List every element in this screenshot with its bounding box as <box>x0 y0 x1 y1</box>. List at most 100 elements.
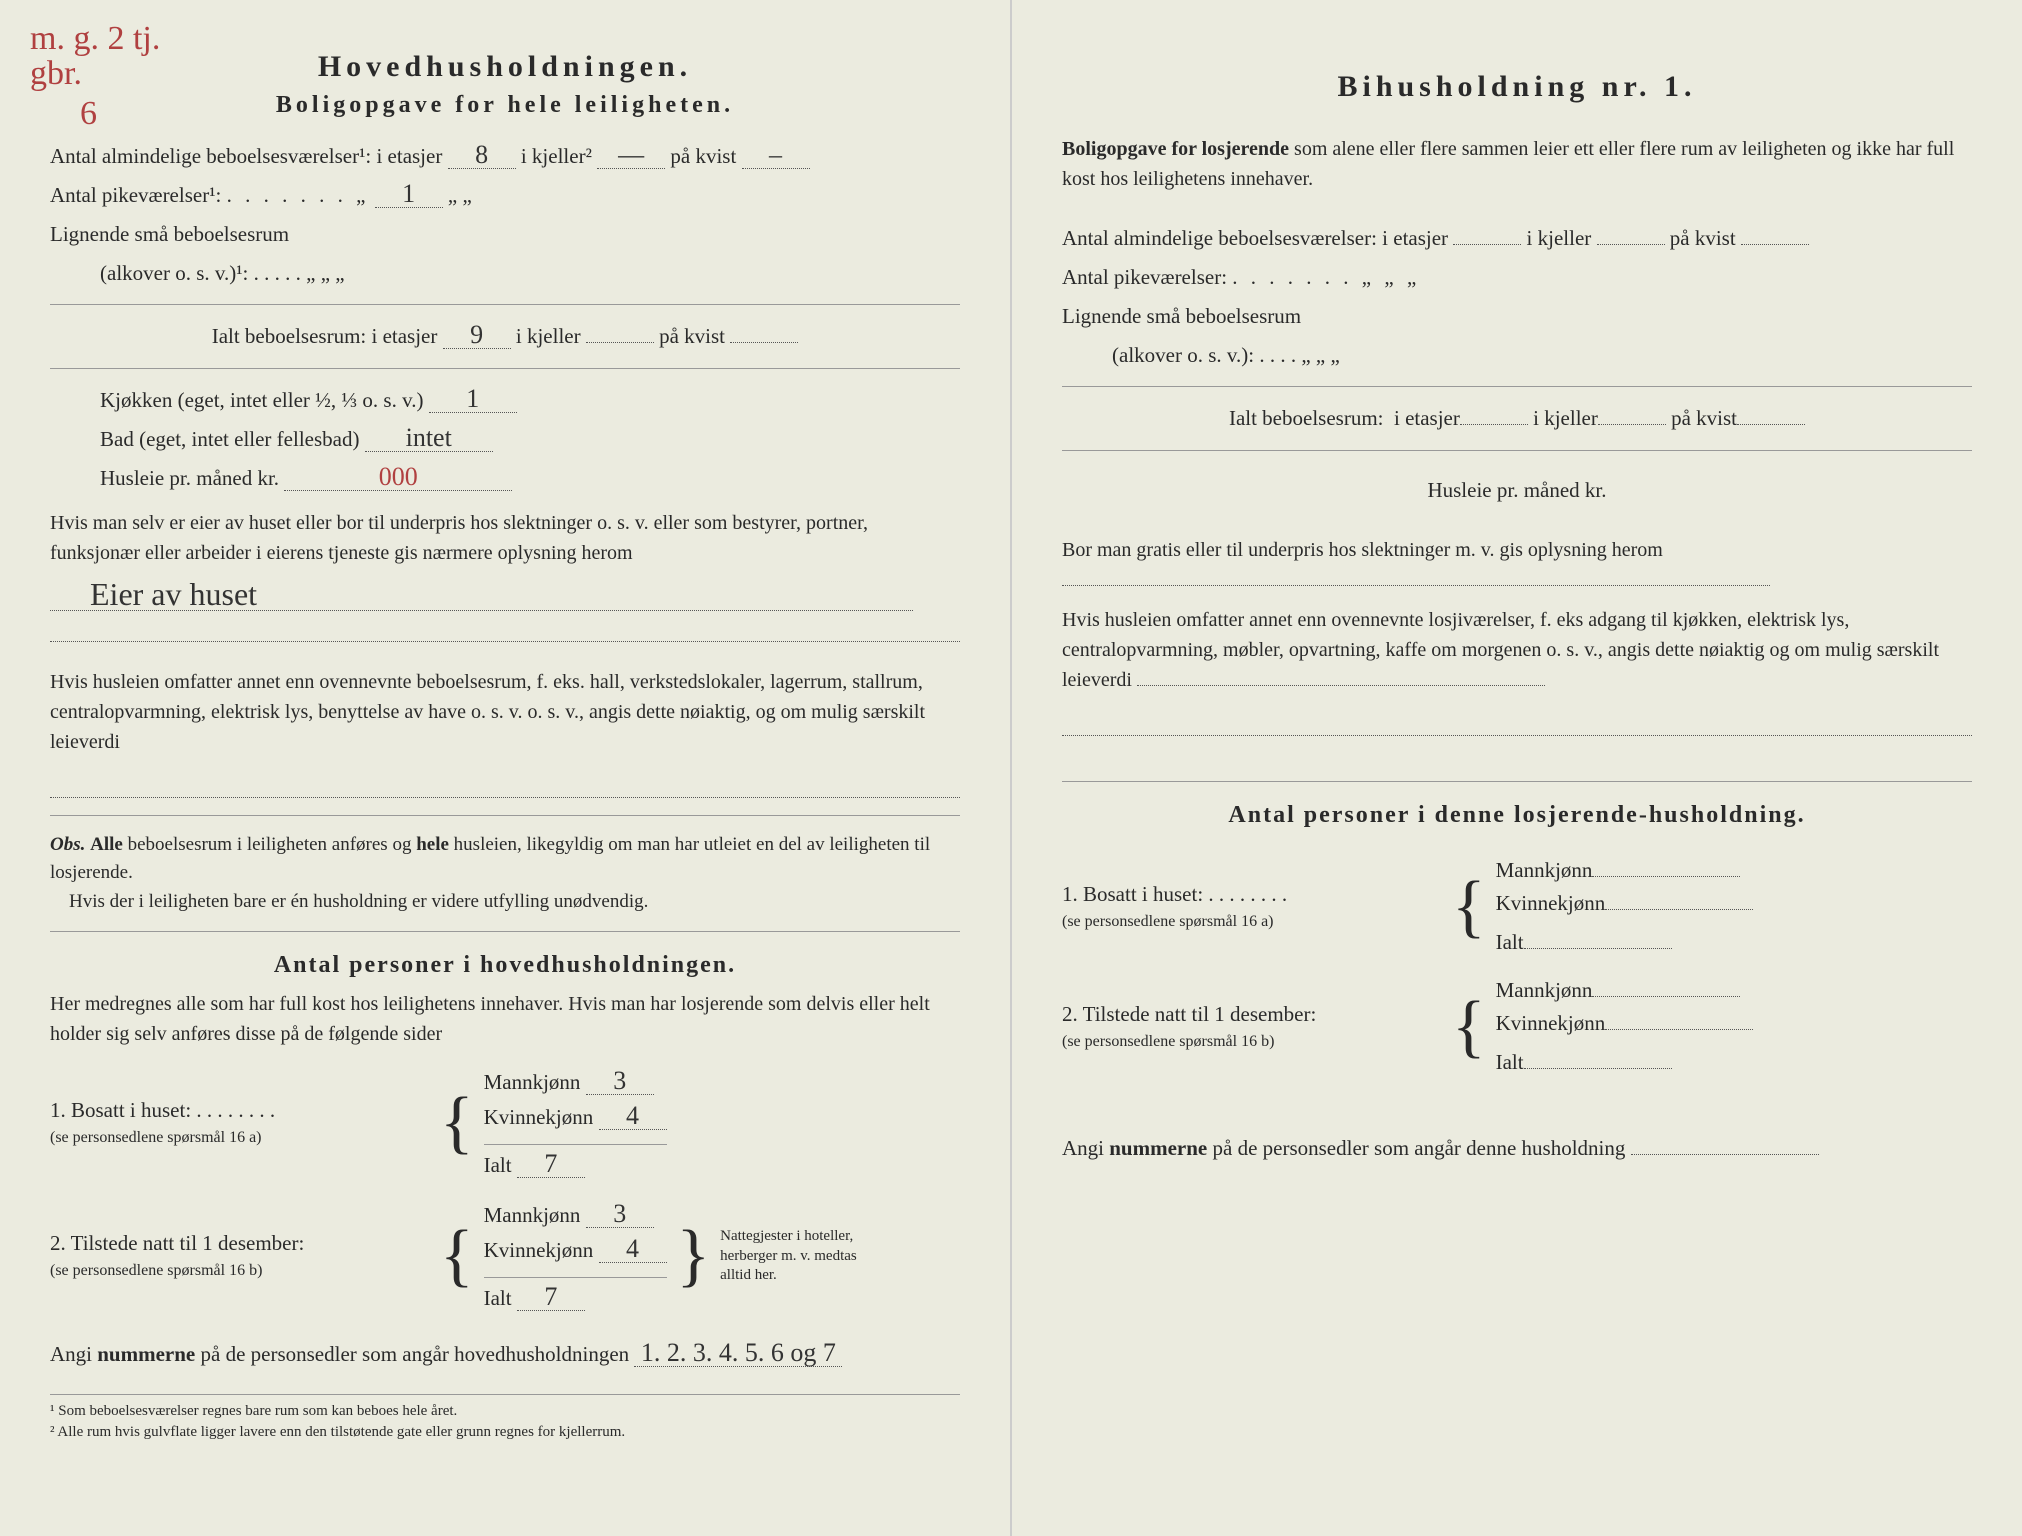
line-kitchen: Kjøkken (eget, intet eller ½, ⅓ o. s. v.… <box>100 381 960 420</box>
label: Ialt <box>1496 930 1524 954</box>
line-rent: Husleie pr. måned kr. 000 <box>100 459 960 498</box>
r-line-rent: Husleie pr. måned kr. <box>1062 471 1972 510</box>
value: 1 <box>429 386 517 413</box>
blank <box>730 342 798 343</box>
blank <box>1598 424 1666 425</box>
label: Husleie pr. måned kr. <box>100 466 279 490</box>
r-line-pike: Antal pikeværelser: . . . . . . . „ „ „ <box>1062 258 1972 297</box>
blank <box>1605 909 1753 910</box>
line-rooms: Antal almindelige beboelsesværelser¹: i … <box>50 137 960 176</box>
line-total-rooms: Ialt beboelsesrum: i etasjer 9 i kjeller… <box>50 317 960 356</box>
right-page: Bihusholdning nr. 1. Boligopgave for los… <box>1011 0 2022 1536</box>
divider <box>50 815 960 816</box>
sub: (se personsedlene spørsmål 16 a) <box>1062 913 1274 930</box>
right-intro: Boligopgave for losjerende som alene ell… <box>1062 134 1972 194</box>
footnote-1: ¹ Som beboelsesværelser regnes bare rum … <box>50 1401 960 1422</box>
blank <box>1453 244 1521 245</box>
value-kvist: – <box>742 142 810 169</box>
blank <box>586 342 654 343</box>
left-page: m. g. 2 tj. gbr. 6 Hovedhusholdningen. B… <box>0 0 1011 1536</box>
label: Ialt <box>484 1153 512 1177</box>
r-line-alkover: (alkover o. s. v.): . . . . „ „ „ <box>1112 336 1972 375</box>
blank <box>1741 244 1809 245</box>
text: Bor man gratis eller til underpris hos s… <box>1062 539 1663 561</box>
label: (alkover o. s. v.)¹: . . . . . „ <box>100 261 315 285</box>
line-pike: Antal pikeværelser¹: . . . . . . . „ 1 „… <box>50 176 960 215</box>
blank-line <box>50 611 960 642</box>
text: Hvis husleien omfatter annet enn ovennev… <box>1062 609 1939 691</box>
value: 1. 2. 3. 4. 5. 6 og 7 <box>634 1340 842 1367</box>
value-m: 3 <box>586 1201 654 1228</box>
divider <box>50 304 960 305</box>
hand-note-3: 6 <box>80 95 97 133</box>
num: 1. <box>50 1098 66 1122</box>
left-title: Hovedhusholdningen. <box>50 50 960 84</box>
label: i kjeller² <box>521 144 592 168</box>
blank <box>1631 1154 1819 1155</box>
r-line-total: Ialt beboelsesrum: i etasjer i kjeller p… <box>1062 399 1972 438</box>
value-m: 3 <box>586 1068 654 1095</box>
label: Antal almindelige beboelsesværelser: i e… <box>1062 226 1448 250</box>
blank <box>1592 996 1740 997</box>
section-persons-title: Antal personer i hovedhusholdningen. <box>50 952 960 979</box>
section-persons-sub: Her medregnes alle som har full kost hos… <box>50 989 960 1049</box>
label: Ialt <box>1496 1050 1524 1074</box>
hand-note-2: gbr. <box>30 55 82 93</box>
r-para1: Bor man gratis eller til underpris hos s… <box>1062 535 1972 595</box>
label: Tilstede natt til 1 desember: <box>71 1231 305 1255</box>
label: Mannkjønn <box>1496 858 1593 882</box>
value-etasjer: 8 <box>448 142 516 169</box>
para-owner-value: Eier av huset <box>50 578 913 611</box>
para-rent-details: Hvis husleien omfatter annet enn ovennev… <box>50 667 960 757</box>
brace-icon: { <box>440 1088 474 1158</box>
value-t: 7 <box>517 1284 585 1311</box>
label: Mannkjønn <box>484 1203 581 1227</box>
r-section-title: Antal personer i denne losjerende-hushol… <box>1062 802 1972 829</box>
label: i kjeller <box>1527 226 1592 250</box>
para-owner: Hvis man selv er eier av huset eller bor… <box>50 508 960 568</box>
brace-icon: { <box>1452 872 1486 942</box>
r-persons-row-2: 2. Tilstede natt til 1 desember: (se per… <box>1062 974 1972 1079</box>
brace-icon: } <box>677 1221 711 1291</box>
label: Kvinnekjønn <box>484 1238 594 1262</box>
label: på kvist <box>659 324 725 348</box>
r-line-rooms: Antal almindelige beboelsesværelser: i e… <box>1062 219 1972 258</box>
value-kjeller: — <box>597 142 665 169</box>
label: Antal pikeværelser¹: <box>50 183 221 207</box>
value: 1 <box>375 181 443 208</box>
divider <box>50 368 960 369</box>
blank <box>1460 424 1528 425</box>
rest: „ „ <box>448 183 472 207</box>
obs-note: Obs. Alle beboelsesrum i leiligheten anf… <box>50 831 960 917</box>
side-note: Nattegjester i hoteller, herberger m. v.… <box>720 1227 870 1286</box>
blank <box>1524 948 1672 949</box>
label: Ialt <box>484 1286 512 1310</box>
num: 2. <box>50 1231 66 1255</box>
label: Kvinnekjønn <box>1496 1011 1606 1035</box>
blank <box>1137 685 1545 686</box>
divider <box>1062 386 1972 387</box>
sub: (se personsedlene spørsmål 16 b) <box>50 1262 262 1279</box>
r-persons-row-1: 1. Bosatt i huset: . . . . . . . . (se p… <box>1062 854 1972 959</box>
left-subtitle: Boligopgave for hele leiligheten. <box>50 92 960 119</box>
label: Angi nummerne på de personsedler som ang… <box>1062 1136 1625 1160</box>
blank <box>1524 1068 1672 1069</box>
blank <box>1605 1029 1753 1030</box>
footnote-2: ² Alle rum hvis gulvflate ligger lavere … <box>50 1422 960 1443</box>
hand-note-1: m. g. 2 tj. <box>30 20 160 58</box>
r-line-alkover-h: Lignende små beboelsesrum <box>1062 297 1972 336</box>
persons-row-1: 1. Bosatt i huset: . . . . . . . . (se p… <box>50 1064 960 1182</box>
label: Bad (eget, intet eller fellesbad) <box>100 427 359 451</box>
blank <box>1062 585 1770 586</box>
label: på kvist <box>1670 226 1736 250</box>
label: i kjeller <box>516 324 581 348</box>
label: Bosatt i huset: . . . . . . . . <box>71 1098 275 1122</box>
num: 1. <box>1062 882 1078 906</box>
label: Bosatt i huset: . . . . . . . . <box>1083 882 1287 906</box>
label: Angi nummerne på de personsedler som ang… <box>50 1342 629 1366</box>
divider <box>1062 781 1972 782</box>
label: Mannkjønn <box>1496 978 1593 1002</box>
line-alkover-header: Lignende små beboelsesrum <box>50 215 960 254</box>
blank <box>1597 244 1665 245</box>
sub: (se personsedlene spørsmål 16 b) <box>1062 1033 1274 1050</box>
